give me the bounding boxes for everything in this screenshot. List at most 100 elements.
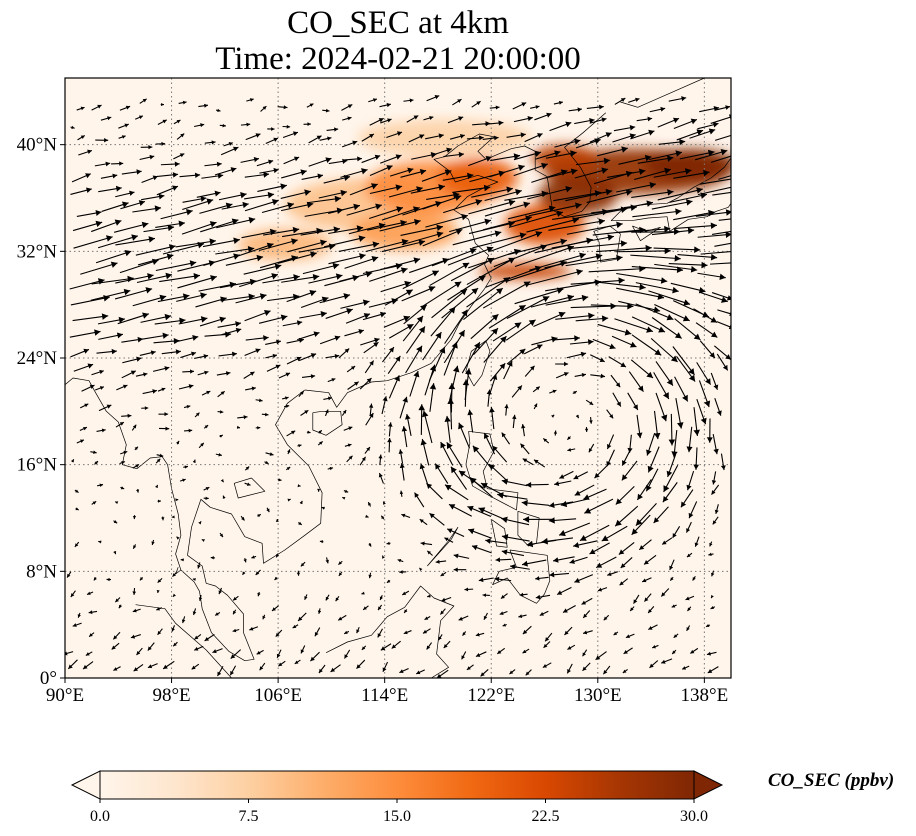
wind-arrow-head	[156, 458, 161, 463]
wind-arrow-head	[201, 539, 205, 543]
wind-arrow-head	[137, 336, 144, 343]
wind-arrow-shaft	[651, 200, 693, 210]
chart-title-line1: CO_SEC at 4km	[287, 5, 509, 41]
wind-arrow-head	[649, 181, 657, 189]
wind-arrow-head	[620, 98, 626, 103]
wind-arrow-head	[637, 493, 643, 500]
wind-arrow-head	[606, 444, 612, 450]
wind-arrow-head	[595, 253, 603, 260]
wind-arrow-head	[267, 191, 275, 199]
wind-arrow-head	[293, 274, 300, 281]
wind-arrow-head	[304, 189, 311, 196]
wind-arrow-shaft	[489, 165, 525, 178]
wind-arrow-head	[163, 664, 168, 669]
wind-arrow-head	[319, 441, 323, 445]
wind-arrow-head	[435, 559, 440, 564]
wind-arrow-head	[535, 231, 543, 238]
wind-arrow-head	[575, 202, 582, 209]
wind-arrow-head	[391, 644, 397, 649]
wind-arrow-head	[542, 296, 550, 303]
wind-arrow-head	[325, 409, 329, 414]
wind-arrow-head	[387, 118, 392, 123]
wind-arrow-shaft	[635, 282, 679, 292]
wind-arrow-head	[567, 646, 572, 650]
wind-arrow-head	[734, 183, 741, 189]
wind-arrow-head	[662, 392, 669, 399]
wind-arrow-head	[317, 610, 322, 614]
wind-arrow-head	[461, 309, 468, 317]
wind-arrow-head	[589, 420, 593, 424]
wind-arrow-head	[83, 664, 88, 670]
wind-arrow-head	[84, 403, 89, 408]
colorbar-bar	[99, 770, 695, 800]
wind-arrow-head	[666, 155, 674, 162]
wind-arrow-head	[147, 273, 154, 280]
wind-arrow-head	[173, 642, 177, 647]
wind-arrow-shaft	[91, 277, 134, 285]
wind-arrow-head	[581, 294, 589, 302]
wind-arrow-head	[268, 159, 274, 165]
wind-arrow-head	[130, 634, 136, 639]
plume-5	[437, 158, 518, 198]
wind-arrow-head	[386, 165, 393, 171]
wind-arrow-head	[554, 481, 560, 487]
wind-arrow-shaft	[258, 239, 298, 252]
coastline-8	[135, 604, 232, 678]
wind-arrow-head	[225, 202, 233, 209]
wind-arrow-head	[579, 534, 587, 541]
wind-arrow-shaft	[175, 240, 216, 248]
wind-arrow-head	[358, 235, 366, 242]
wind-arrow-head	[206, 390, 211, 395]
wind-arrow-head	[219, 316, 226, 323]
wind-arrow-head	[251, 555, 255, 559]
wind-arrow-head	[446, 442, 453, 450]
wind-arrow-head	[467, 505, 474, 512]
wind-arrow-shaft	[632, 210, 682, 218]
wind-arrow-head	[148, 236, 155, 243]
wind-arrow-head	[101, 313, 109, 320]
wind-arrow-head	[200, 196, 207, 202]
wind-arrow-head	[409, 98, 414, 103]
wind-arrow-head	[172, 172, 179, 178]
wind-arrow-head	[686, 528, 691, 533]
wind-arrow-head	[434, 95, 440, 100]
wind-arrow-head	[600, 373, 606, 379]
wind-arrow-head	[669, 565, 674, 571]
wind-arrow-shaft	[114, 288, 153, 300]
wind-arrow-head	[444, 169, 452, 176]
wind-arrow-head	[395, 154, 402, 160]
wind-arrow-head	[200, 442, 204, 447]
wind-arrow-head	[292, 131, 298, 136]
wind-arrow-head	[480, 672, 485, 677]
wind-arrow-head	[661, 592, 666, 597]
wind-arrow-head	[584, 507, 592, 514]
wind-arrow-head	[426, 645, 431, 650]
wind-arrow-head	[188, 384, 194, 389]
plume-2	[238, 228, 332, 261]
wind-arrow-head	[363, 606, 367, 610]
wind-arrow-head	[624, 329, 632, 336]
map-frame	[64, 77, 732, 679]
wind-arrow-head	[119, 422, 124, 426]
wind-arrow-head	[123, 450, 128, 455]
wind-arrow-head	[644, 154, 652, 162]
wind-arrow-head	[175, 498, 179, 502]
wind-arrow-head	[353, 203, 360, 211]
wind-arrow-head	[480, 483, 488, 489]
wind-arrow-head	[118, 316, 125, 324]
wind-arrow-head	[394, 375, 400, 382]
wind-arrow-head	[273, 167, 279, 174]
wind-arrow-head	[93, 450, 97, 454]
wind-arrow-shaft	[90, 290, 131, 301]
wind-arrow-head	[233, 596, 237, 601]
wind-arrow-head	[633, 599, 638, 604]
wind-arrow-head	[567, 447, 572, 452]
wind-arrow-head	[374, 154, 381, 160]
wind-arrow-head	[657, 293, 665, 300]
wind-arrow-head	[113, 520, 118, 524]
wind-arrow-head	[378, 473, 383, 478]
wind-arrow-shaft	[631, 266, 684, 271]
coastlines	[65, 78, 731, 678]
wind-arrow-head	[67, 573, 71, 578]
wind-arrow-head	[698, 286, 706, 294]
